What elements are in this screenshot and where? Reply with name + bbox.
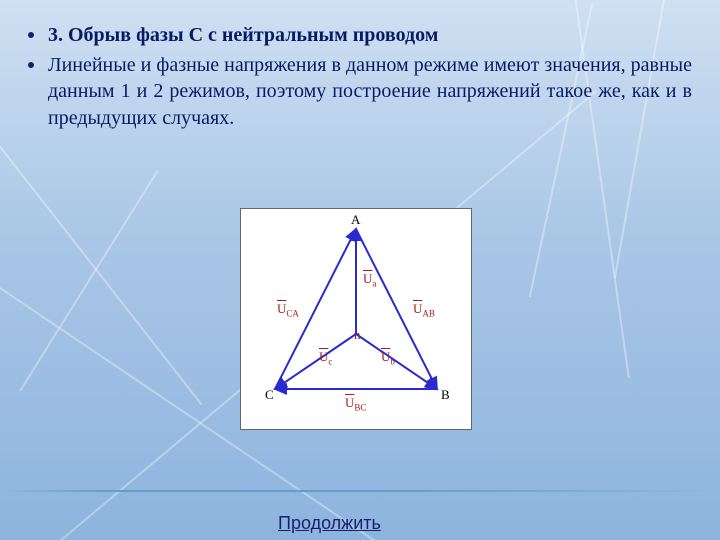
label-B: B xyxy=(441,387,450,403)
continue-link[interactable]: Продолжить xyxy=(278,514,398,534)
bullet-1-text: 3. Обрыв фазы С с нейтральным проводом xyxy=(48,22,438,48)
bullet-item-1: 3. Обрыв фазы С с нейтральным проводом xyxy=(28,22,692,48)
bullet-item-2: Линейные и фазные напряжения в данном ре… xyxy=(28,52,692,131)
footer-divider xyxy=(0,490,720,492)
label-C: C xyxy=(265,387,274,403)
label-Ua: Ua xyxy=(363,271,376,289)
bullet-dot-icon xyxy=(28,32,34,38)
bullet-dot-icon xyxy=(28,62,34,68)
decor-line xyxy=(19,170,158,392)
label-A: A xyxy=(351,212,360,228)
slide: 3. Обрыв фазы С с нейтральным проводом Л… xyxy=(0,0,720,540)
label-UAB: UAB xyxy=(413,301,435,319)
label-Ub: Ub xyxy=(381,349,395,367)
content-area: 3. Обрыв фазы С с нейтральным проводом Л… xyxy=(28,22,692,135)
label-Uc: Uc xyxy=(319,349,332,367)
label-n: n xyxy=(354,327,361,343)
label-UBC: UBC xyxy=(345,395,366,413)
label-UCA: UCA xyxy=(277,301,299,319)
bullet-2-text: Линейные и фазные напряжения в данном ре… xyxy=(48,52,692,131)
phasor-diagram: A B C n Ua Ub Uc UAB UBC UCA xyxy=(240,208,472,430)
